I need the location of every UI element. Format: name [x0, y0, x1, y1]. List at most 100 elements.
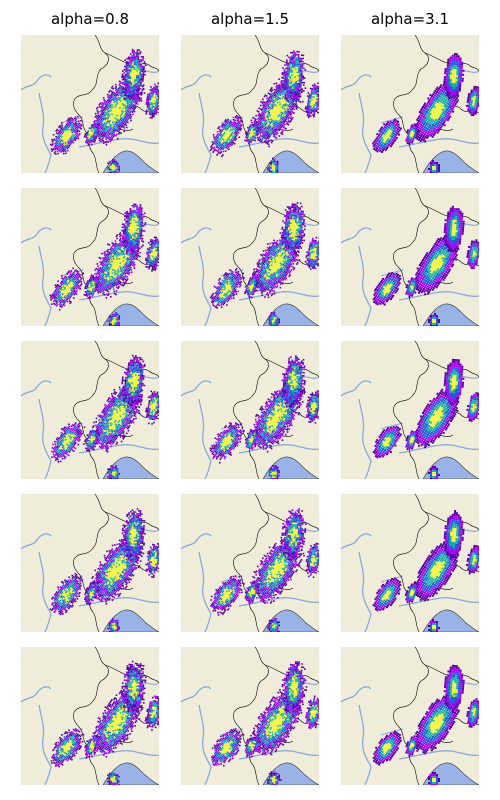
- precip-cell: [449, 106, 452, 109]
- precip-cell: [134, 100, 137, 102]
- precip-cell: [217, 133, 219, 135]
- precip-cell: [220, 147, 223, 150]
- precip-cell: [287, 99, 289, 102]
- precip-cell: [79, 274, 81, 276]
- precip-cell: [264, 103, 266, 106]
- precip-cell: [65, 297, 67, 300]
- precip-cell: [52, 147, 55, 150]
- precip-cell: [282, 114, 284, 117]
- precip-cell: [70, 301, 72, 303]
- precip-cell: [61, 130, 63, 132]
- precip-cell: [228, 137, 230, 139]
- precip-cell: [120, 117, 122, 119]
- precip-cell: [301, 64, 304, 66]
- precip-cell: [278, 78, 280, 80]
- precip-cell: [128, 271, 131, 274]
- precip-cell: [309, 108, 311, 111]
- precip-cell: [299, 101, 302, 103]
- precip-cell: [152, 110, 154, 113]
- precip-cell: [74, 119, 76, 122]
- precip-cell: [136, 74, 138, 77]
- precip-cell: [433, 110, 436, 113]
- precip-cell: [289, 71, 292, 73]
- precip-cell: [102, 125, 104, 127]
- precip-cell: [69, 124, 71, 126]
- precip-cell: [316, 93, 319, 96]
- precip-cell: [131, 205, 134, 207]
- precip-cell: [445, 76, 448, 79]
- precip-cell: [299, 70, 302, 72]
- precip-cell: [131, 95, 133, 97]
- precip-cell: [101, 275, 104, 278]
- precip-cell: [376, 140, 379, 143]
- precip-cell: [122, 116, 125, 119]
- precip-cell: [107, 167, 109, 169]
- precip-cell: [275, 106, 278, 109]
- map-svg: [21, 35, 159, 173]
- precip-cell: [119, 277, 122, 280]
- precip-cell: [268, 96, 271, 99]
- precip-cell: [95, 120, 98, 123]
- precip-cell: [238, 124, 241, 127]
- precip-cell: [71, 282, 74, 285]
- precip-cell: [116, 122, 119, 125]
- precip-cell: [262, 127, 265, 129]
- precip-cell: [461, 79, 464, 82]
- precip-cell: [132, 61, 134, 64]
- precip-cell: [60, 151, 62, 153]
- precip-cell: [216, 150, 219, 153]
- precip-cell: [132, 84, 134, 86]
- precip-cell: [258, 116, 260, 119]
- precip-cell: [99, 267, 102, 269]
- precip-cell: [470, 113, 473, 116]
- precip-cell: [291, 71, 294, 73]
- precip-cell: [151, 107, 153, 109]
- precip-cell: [270, 120, 273, 123]
- precip-cell: [106, 261, 109, 264]
- precip-cell: [138, 52, 140, 55]
- precip-cell: [288, 91, 290, 94]
- precip-cell: [265, 95, 268, 97]
- precip-cell: [100, 287, 102, 290]
- precip-cell: [74, 116, 77, 118]
- precip-cell: [263, 141, 266, 143]
- precip-cell: [311, 94, 314, 97]
- precip-cell: [276, 168, 279, 171]
- precip-cell: [251, 138, 253, 141]
- precip-cell: [60, 125, 63, 128]
- precip-cell: [92, 139, 95, 141]
- precip-cell: [385, 141, 387, 144]
- precip-cell: [434, 116, 437, 119]
- precip-cell: [118, 133, 120, 135]
- precip-cell: [254, 131, 256, 133]
- precip-cell: [53, 299, 56, 302]
- precip-cell: [58, 308, 61, 311]
- precip-cell: [226, 147, 229, 150]
- precip-cell: [471, 99, 473, 102]
- precip-cell: [132, 113, 134, 116]
- precip-cell: [110, 277, 112, 279]
- precip-cell: [315, 95, 317, 97]
- precip-cell: [394, 124, 397, 127]
- precip-cell: [261, 135, 263, 138]
- precip-cell: [224, 130, 227, 133]
- precip-cell: [308, 115, 310, 117]
- precip-cell: [112, 267, 115, 270]
- precip-cell: [438, 109, 441, 112]
- precip-cell: [447, 84, 450, 87]
- precip-cell: [103, 261, 105, 264]
- precip-cell: [96, 272, 98, 275]
- precip-cell: [49, 296, 52, 299]
- precip-cell: [101, 117, 104, 119]
- precip-cell: [287, 106, 289, 109]
- precip-cell: [123, 277, 125, 280]
- precip-cell: [111, 131, 114, 133]
- precip-cell: [229, 126, 232, 128]
- precip-cell: [127, 217, 129, 220]
- precip-cell: [123, 115, 125, 118]
- precip-cell: [121, 250, 124, 252]
- precip-cell: [273, 88, 276, 91]
- precip-cell: [285, 90, 288, 93]
- precip-cell: [58, 147, 61, 150]
- precip-cell: [265, 102, 267, 104]
